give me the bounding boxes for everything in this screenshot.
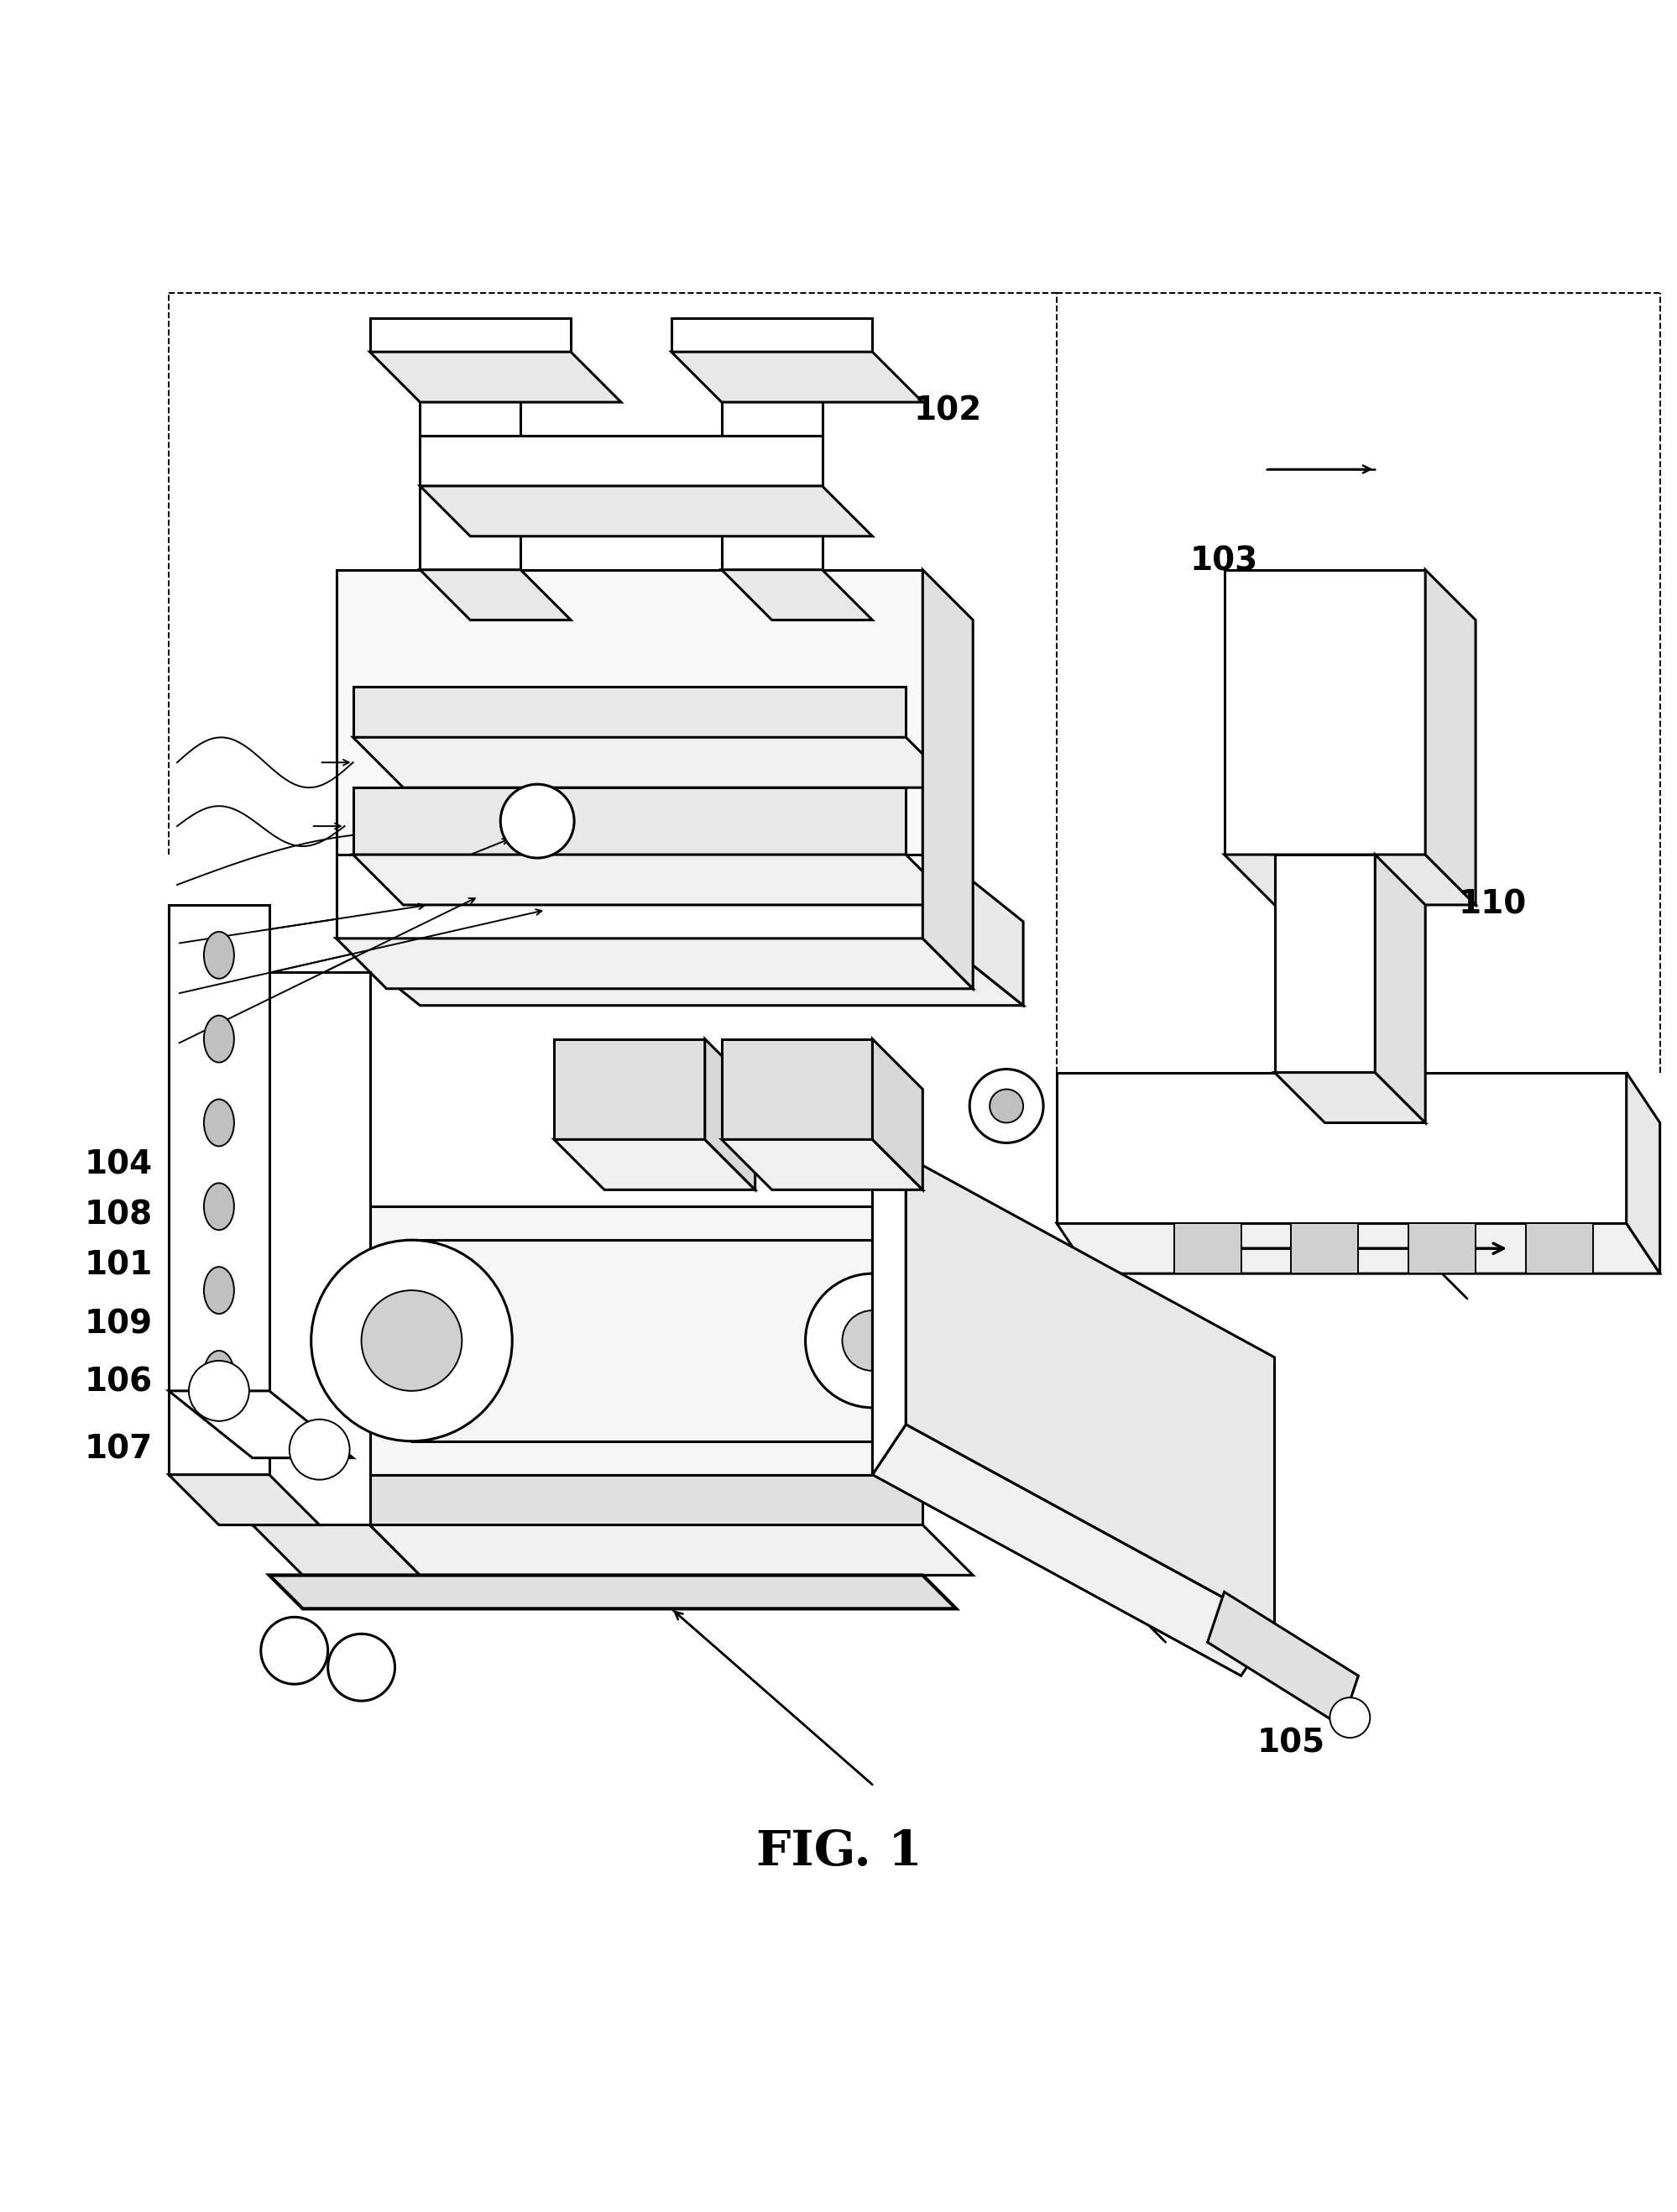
Polygon shape bbox=[721, 571, 872, 619]
Polygon shape bbox=[169, 905, 268, 1475]
Polygon shape bbox=[671, 319, 872, 352]
Circle shape bbox=[805, 1274, 939, 1407]
Polygon shape bbox=[553, 1139, 755, 1190]
Polygon shape bbox=[939, 854, 1023, 1006]
Text: 104: 104 bbox=[84, 1148, 153, 1181]
Polygon shape bbox=[906, 1157, 1275, 1626]
Polygon shape bbox=[872, 1106, 906, 1475]
Circle shape bbox=[310, 1241, 511, 1442]
Ellipse shape bbox=[205, 1267, 235, 1314]
Circle shape bbox=[327, 1635, 394, 1701]
Text: 105: 105 bbox=[1256, 1728, 1325, 1759]
Polygon shape bbox=[1275, 1073, 1425, 1124]
Text: 101: 101 bbox=[84, 1250, 153, 1281]
Polygon shape bbox=[872, 1040, 922, 1190]
Polygon shape bbox=[1224, 854, 1474, 905]
Polygon shape bbox=[369, 352, 620, 403]
Polygon shape bbox=[1375, 854, 1425, 1124]
Polygon shape bbox=[872, 1425, 1275, 1677]
Circle shape bbox=[361, 1290, 461, 1391]
Circle shape bbox=[500, 785, 574, 858]
Ellipse shape bbox=[205, 1183, 235, 1230]
Polygon shape bbox=[419, 352, 520, 571]
Text: 109: 109 bbox=[84, 1307, 153, 1340]
Circle shape bbox=[842, 1310, 902, 1371]
Polygon shape bbox=[252, 1524, 419, 1575]
Polygon shape bbox=[1524, 1223, 1591, 1274]
Polygon shape bbox=[335, 854, 939, 938]
Polygon shape bbox=[352, 737, 956, 787]
Polygon shape bbox=[369, 1206, 922, 1475]
Polygon shape bbox=[1224, 571, 1425, 854]
Polygon shape bbox=[369, 1475, 922, 1524]
Polygon shape bbox=[1625, 1073, 1659, 1274]
Ellipse shape bbox=[205, 1015, 235, 1062]
Text: 103: 103 bbox=[1189, 546, 1258, 577]
Polygon shape bbox=[1409, 1223, 1474, 1274]
Polygon shape bbox=[335, 938, 973, 989]
Text: 108: 108 bbox=[84, 1199, 153, 1230]
Polygon shape bbox=[1207, 1593, 1358, 1725]
Polygon shape bbox=[419, 436, 822, 487]
Polygon shape bbox=[369, 1524, 973, 1575]
Ellipse shape bbox=[205, 1352, 235, 1398]
Polygon shape bbox=[1174, 1223, 1241, 1274]
Circle shape bbox=[288, 1420, 349, 1480]
Polygon shape bbox=[721, 352, 822, 571]
Text: 106: 106 bbox=[84, 1367, 153, 1398]
Text: 102: 102 bbox=[914, 394, 981, 427]
Polygon shape bbox=[1425, 571, 1474, 905]
Polygon shape bbox=[169, 1391, 352, 1458]
Polygon shape bbox=[352, 688, 906, 737]
Polygon shape bbox=[1275, 854, 1375, 1073]
Text: FIG. 1: FIG. 1 bbox=[756, 1827, 921, 1876]
Polygon shape bbox=[671, 352, 922, 403]
Circle shape bbox=[989, 1088, 1023, 1124]
Polygon shape bbox=[335, 938, 1023, 1006]
Polygon shape bbox=[704, 1040, 755, 1190]
Circle shape bbox=[260, 1617, 327, 1683]
Polygon shape bbox=[419, 571, 570, 619]
Polygon shape bbox=[1057, 1073, 1625, 1223]
Polygon shape bbox=[922, 571, 973, 989]
Ellipse shape bbox=[205, 931, 235, 978]
Polygon shape bbox=[553, 1040, 704, 1139]
Polygon shape bbox=[1291, 1223, 1358, 1274]
Polygon shape bbox=[721, 1040, 872, 1139]
Text: 110: 110 bbox=[1457, 889, 1526, 920]
Circle shape bbox=[1330, 1697, 1370, 1739]
Polygon shape bbox=[721, 1139, 922, 1190]
Polygon shape bbox=[252, 971, 369, 1524]
Polygon shape bbox=[369, 319, 570, 352]
Ellipse shape bbox=[205, 1099, 235, 1146]
Polygon shape bbox=[352, 787, 906, 854]
Circle shape bbox=[969, 1068, 1043, 1144]
Polygon shape bbox=[352, 854, 956, 905]
Text: 107: 107 bbox=[84, 1433, 153, 1467]
Polygon shape bbox=[1057, 1223, 1659, 1274]
Polygon shape bbox=[268, 1575, 956, 1608]
Circle shape bbox=[190, 1360, 248, 1420]
Polygon shape bbox=[419, 487, 872, 535]
Polygon shape bbox=[335, 571, 922, 938]
Polygon shape bbox=[169, 1475, 319, 1524]
